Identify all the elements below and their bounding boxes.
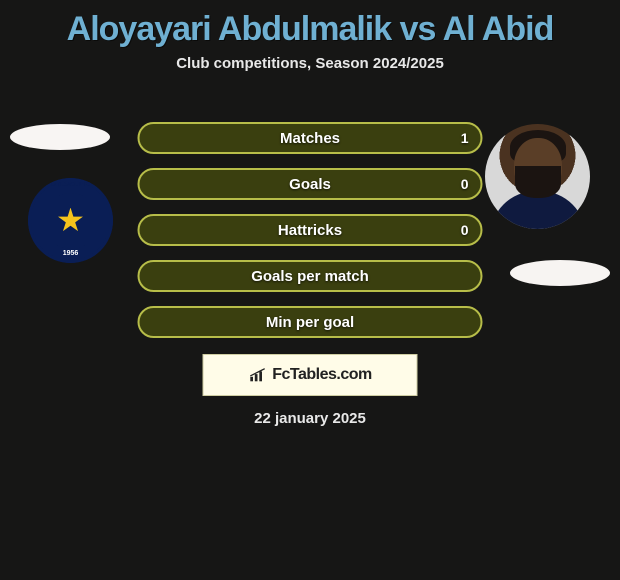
stat-row-goals: Goals 0 [138,168,483,200]
page-title: Aloyayari Abdulmalik vs Al Abid [0,0,620,49]
title-vs: vs [391,10,442,48]
club-badge: ALTAAWOUN FC 1956 [28,178,113,263]
chart-icon [248,368,266,382]
date-line: 22 january 2025 [0,410,620,427]
logo-text: FcTables.com [272,366,372,384]
logo-box: FcTables.com [203,354,418,396]
stat-row-min-per-goal: Min per goal [138,306,483,338]
stat-label: Hattricks [278,222,342,239]
badge-year: 1956 [28,250,113,257]
star-icon [58,208,84,234]
title-player1: Aloyayari Abdulmalik [67,10,392,48]
player-photo [485,124,590,229]
badge-inner [43,193,99,249]
left-placeholder-blob [10,124,110,150]
title-player2: Al Abid [443,10,554,48]
right-placeholder-blob [510,260,610,286]
stat-label: Goals per match [251,268,369,285]
stat-value: 0 [461,222,469,238]
stat-row-goals-per-match: Goals per match [138,260,483,292]
stats-container: Matches 1 Goals 0 Hattricks 0 Goals per … [138,122,483,352]
stat-row-hattricks: Hattricks 0 [138,214,483,246]
stat-row-matches: Matches 1 [138,122,483,154]
stat-label: Goals [289,176,331,193]
stat-label: Matches [280,130,340,147]
stat-label: Min per goal [266,314,354,331]
player-beard [515,166,561,198]
stat-value: 1 [461,130,469,146]
stat-value: 0 [461,176,469,192]
subtitle: Club competitions, Season 2024/2025 [0,55,620,72]
badge-top-text: ALTAAWOUN FC [28,182,113,188]
